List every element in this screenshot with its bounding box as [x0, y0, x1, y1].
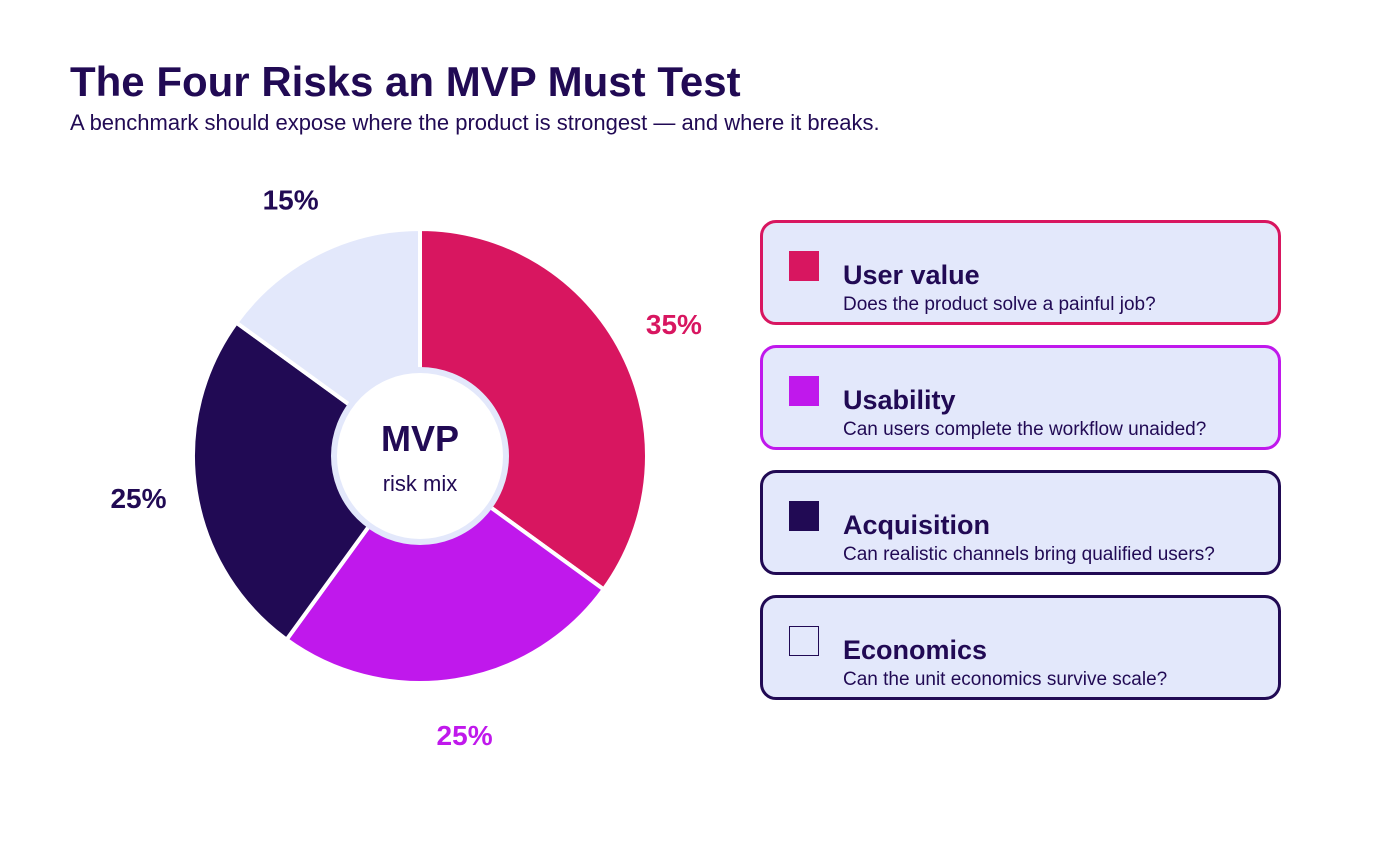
legend-description: Does the product solve a painful job?	[843, 294, 1156, 315]
legend: User value Does the product solve a pain…	[760, 220, 1281, 720]
legend-card-usability: Usability Can users complete the workflo…	[760, 345, 1281, 450]
slice-user-value	[418, 227, 649, 592]
donut-center: MVP risk mix	[331, 367, 509, 545]
slice-acquisition	[191, 320, 422, 642]
legend-swatch-usability	[789, 376, 819, 406]
legend-title: Economics	[843, 635, 988, 665]
value-labels: 35% 25% 25% 15%	[110, 184, 702, 750]
legend-title: User value	[843, 260, 980, 290]
legend-description: Can users complete the workflow unaided?	[843, 419, 1207, 440]
legend-card-acquisition: Acquisition Can realistic channels bring…	[760, 470, 1281, 575]
donut-hole	[331, 367, 509, 545]
value-label-economics: 15%	[263, 184, 319, 215]
legend-title: Usability	[843, 385, 956, 415]
value-label-user-value: 35%	[646, 309, 702, 340]
center-label-sub: risk mix	[383, 471, 458, 496]
slice-usability	[284, 454, 606, 685]
legend-title: Acquisition	[843, 510, 990, 540]
legend-description: Can realistic channels bring qualified u…	[843, 544, 1215, 565]
value-label-usability: 25%	[437, 720, 493, 751]
center-label-main: MVP	[381, 418, 459, 459]
chart-subtitle: A benchmark should expose where the prod…	[70, 110, 880, 135]
legend-description: Can the unit economics survive scale?	[843, 669, 1168, 690]
legend-card-economics: Economics Can the unit economics survive…	[760, 595, 1281, 700]
legend-swatch-acquisition	[789, 501, 819, 531]
value-label-acquisition: 25%	[110, 483, 166, 514]
donut-chart: 35% 25% 25% 15% MVP risk mix	[110, 184, 702, 750]
chart-title: The Four Risks an MVP Must Test	[70, 58, 741, 105]
legend-swatch-user-value	[789, 251, 819, 281]
legend-card-user-value: User value Does the product solve a pain…	[760, 220, 1281, 325]
legend-swatch-economics	[789, 626, 819, 656]
